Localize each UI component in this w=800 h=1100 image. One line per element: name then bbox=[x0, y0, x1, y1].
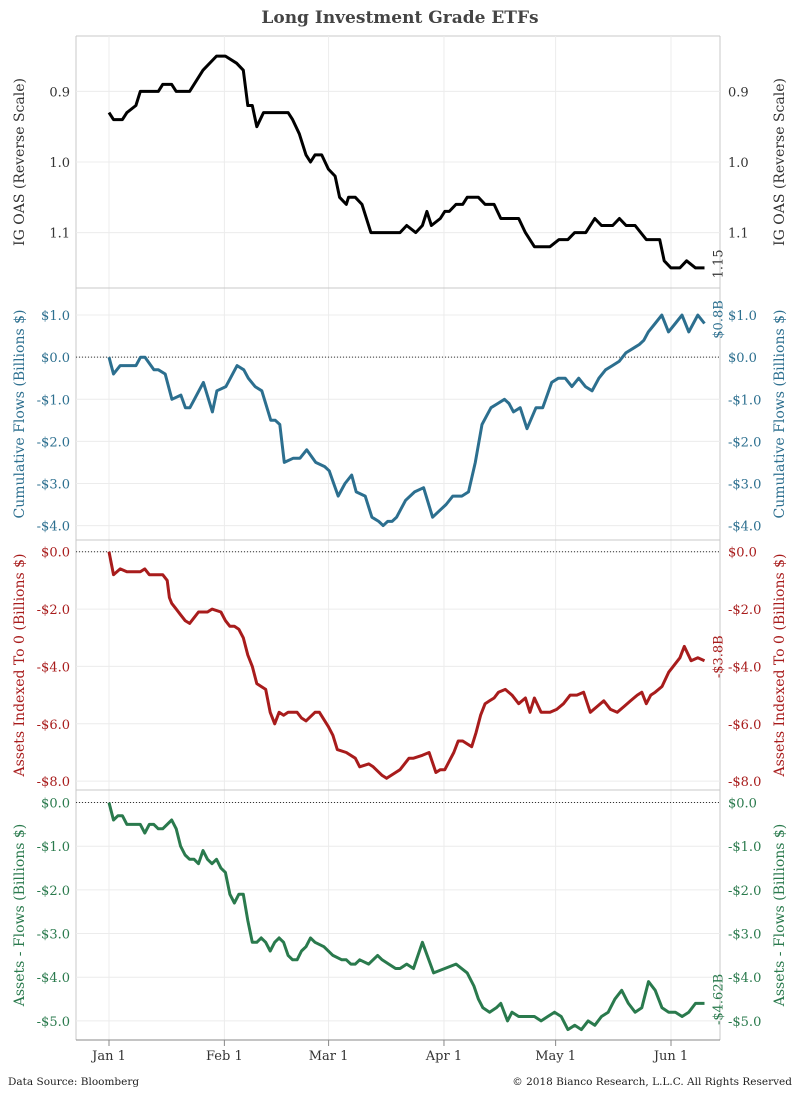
y-tick-label-left: -$6.0 bbox=[37, 718, 70, 733]
y-tick-label-right: -$3.0 bbox=[728, 477, 761, 492]
y-tick-label-right: 1.1 bbox=[728, 227, 749, 242]
x-tick-label: Feb 1 bbox=[206, 1049, 243, 1064]
y-tick-label-right: -$1.0 bbox=[728, 840, 761, 855]
series-line bbox=[107, 313, 706, 528]
y-tick-label-left: -$3.0 bbox=[37, 928, 70, 943]
footer-source: Data Source: Bloomberg bbox=[8, 1076, 140, 1088]
y-tick-label-right: 0.9 bbox=[728, 85, 749, 100]
series-line bbox=[107, 54, 705, 270]
y-tick-label-left: $0.0 bbox=[41, 546, 70, 561]
y-tick-label-left: 1.1 bbox=[49, 227, 70, 242]
end-value-label: 1.15 bbox=[711, 249, 726, 278]
y-tick-label-left: -$2.0 bbox=[37, 884, 70, 899]
series-line bbox=[107, 551, 706, 780]
y-tick-label-right: -$2.0 bbox=[728, 603, 761, 618]
y-tick-label-right: 1.0 bbox=[728, 156, 749, 171]
y-tick-label-right: -$4.0 bbox=[728, 520, 761, 535]
x-tick-label: May 1 bbox=[535, 1049, 576, 1064]
y-tick-label-left: -$2.0 bbox=[37, 435, 70, 450]
y-tick-label-right: -$6.0 bbox=[728, 718, 761, 733]
y-tick-label-right: $0.0 bbox=[728, 351, 757, 366]
footer-copyright: © 2018 Bianco Research, L.L.C. All Right… bbox=[512, 1076, 792, 1088]
y-tick-label-left: -$1.0 bbox=[37, 393, 70, 408]
y-axis-title-left: Assets Indexed To 0 (Billions $) bbox=[12, 553, 28, 777]
y-tick-label-left: -$5.0 bbox=[37, 1015, 70, 1030]
y-tick-label-right: -$4.0 bbox=[728, 971, 761, 986]
y-tick-label-right: -$4.0 bbox=[728, 660, 761, 675]
y-tick-label-left: 0.9 bbox=[49, 85, 70, 100]
y-tick-label-right: -$8.0 bbox=[728, 775, 761, 790]
y-axis-title-right: Assets Indexed To 0 (Billions $) bbox=[772, 553, 788, 777]
y-tick-label-left: -$2.0 bbox=[37, 603, 70, 618]
y-axis-title-left: Cumulative Flows (Billions $) bbox=[12, 310, 28, 519]
x-tick-label: Jun 1 bbox=[652, 1049, 688, 1064]
y-tick-label-left: 1.0 bbox=[49, 156, 70, 171]
y-axis-title-left: Assets - Flows (Billions $) bbox=[12, 824, 28, 1008]
x-tick-label: Mar 1 bbox=[309, 1049, 349, 1064]
chart-title: Long Investment Grade ETFs bbox=[261, 8, 539, 28]
x-tick-label: Apr 1 bbox=[425, 1049, 462, 1064]
end-value-label: -$3.8B bbox=[711, 635, 726, 678]
y-tick-label-right: -$5.0 bbox=[728, 1015, 761, 1030]
y-tick-label-right: -$2.0 bbox=[728, 435, 761, 450]
y-tick-label-left: -$3.0 bbox=[37, 477, 70, 492]
y-tick-label-left: -$1.0 bbox=[37, 840, 70, 855]
y-axis-title-right: Cumulative Flows (Billions $) bbox=[772, 310, 788, 519]
y-tick-label-left: -$4.0 bbox=[37, 660, 70, 675]
y-tick-label-left: -$4.0 bbox=[37, 520, 70, 535]
y-tick-label-left: -$8.0 bbox=[37, 775, 70, 790]
y-axis-title-right: Assets - Flows (Billions $) bbox=[772, 824, 788, 1008]
y-tick-label-right: -$3.0 bbox=[728, 928, 761, 943]
y-tick-label-left: $1.0 bbox=[41, 309, 70, 324]
y-tick-label-right: $1.0 bbox=[728, 309, 757, 324]
series-line bbox=[107, 802, 705, 1032]
y-tick-label-left: $0.0 bbox=[41, 797, 70, 812]
y-tick-label-right: $0.0 bbox=[728, 546, 757, 561]
end-value-label: -$4.62B bbox=[711, 974, 726, 1025]
x-tick-label: Jan 1 bbox=[90, 1049, 126, 1064]
y-axis-title-right: IG OAS (Reverse Scale) bbox=[772, 78, 788, 246]
y-tick-label-right: $0.0 bbox=[728, 797, 757, 812]
y-tick-label-right: -$2.0 bbox=[728, 884, 761, 899]
y-tick-label-right: -$1.0 bbox=[728, 393, 761, 408]
y-tick-label-left: $0.0 bbox=[41, 351, 70, 366]
y-axis-title-left: IG OAS (Reverse Scale) bbox=[12, 78, 28, 246]
end-value-label: $0.8B bbox=[711, 300, 726, 339]
y-tick-label-left: -$4.0 bbox=[37, 971, 70, 986]
